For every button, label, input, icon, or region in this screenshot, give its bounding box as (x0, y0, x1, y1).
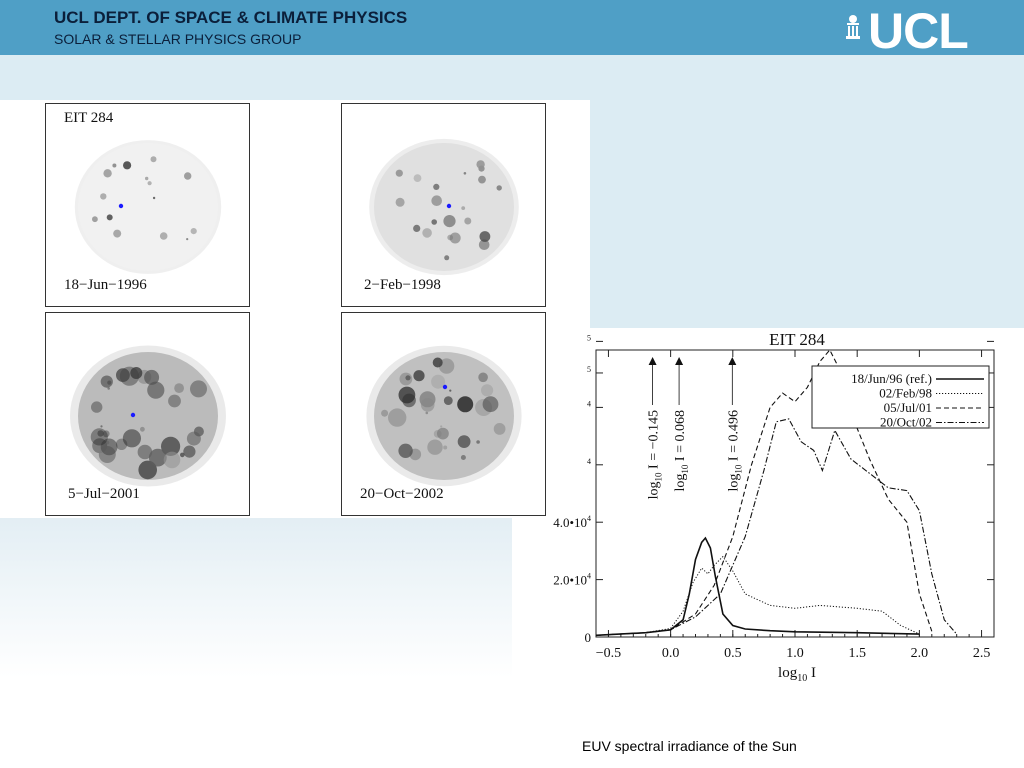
x-tick-label: 2.0 (911, 646, 929, 661)
series-line (595, 418, 958, 636)
header-bar: UCL DEPT. OF SPACE & CLIMATE PHYSICS SOL… (0, 0, 1024, 59)
series-line (595, 536, 920, 637)
x-tick-label: 1.0 (786, 646, 804, 661)
sun-disk-image (70, 345, 226, 487)
portico-building-icon (846, 15, 860, 39)
decorative-panel (590, 100, 1024, 328)
image-date-label: 2−Feb−1998 (364, 277, 441, 293)
x-tick-label: 1.5 (848, 646, 866, 661)
x-axis-label: log10 I (778, 665, 816, 684)
image-date-label: 18−Jun−1996 (64, 277, 147, 293)
header-band (0, 55, 1024, 100)
x-tick-label: 0.5 (724, 646, 742, 661)
eit-image-panel: 20−Oct−2002 (341, 312, 546, 516)
x-tick-label: 0.0 (662, 646, 680, 661)
marker-arrow (648, 357, 657, 365)
sun-disk-image (369, 138, 519, 276)
group-subtitle: SOLAR & STELLAR PHYSICS GROUP (54, 31, 302, 47)
image-date-label: 5−Jul−2001 (68, 486, 140, 502)
legend: 18/Jun/96 (ref.)02/Feb/9805/Jul/0120/Oct… (811, 365, 990, 430)
y-tick-label: 4 (587, 399, 591, 408)
chart-title: EIT 284 (769, 330, 825, 349)
decorative-band (0, 518, 512, 678)
sun-disk-image (366, 345, 522, 487)
marker-label: log10 I = 0.068 (673, 410, 690, 491)
eit-image-panel: 2−Feb−1998 (341, 103, 546, 307)
y-tick-label: 5 (587, 365, 591, 374)
irradiance-chart: EIT 284 −0.5 0.0 0.5 1.0 1.5 2.0 2.5 0 2.0•104 4.… (553, 330, 995, 684)
marker-label: log10 I = 0.496 (726, 410, 743, 491)
image-date-label: 20−Oct−2002 (360, 486, 444, 502)
figure-caption: EUV spectral irradiance of the Sun (582, 738, 797, 754)
series-line (595, 349, 933, 636)
eit-image-panel: 5−Jul−2001 (45, 312, 250, 516)
legend-entry: 20/Oct/02 (880, 415, 932, 430)
y-tick-label: 4 (587, 457, 591, 466)
ucl-logo: UCL (868, 3, 969, 59)
x-tick-label: −0.5 (596, 646, 621, 661)
instrument-label: EIT 284 (64, 110, 114, 126)
sun-disk-image (74, 140, 222, 274)
legend-entry: 18/Jun/96 (ref.) (851, 371, 932, 386)
legend-entry: 02/Feb/98 (879, 386, 932, 401)
department-title: UCL DEPT. OF SPACE & CLIMATE PHYSICS (54, 8, 408, 27)
y-tick-label: 5 (587, 333, 591, 342)
y-tick-label: 4.0•104 (553, 514, 591, 530)
y-tick-label: 2.0•104 (553, 572, 591, 588)
legend-box (811, 365, 990, 429)
eit-image-panel: EIT 284 18−Jun−1996 (45, 103, 250, 307)
x-tick-label: 2.5 (973, 646, 991, 661)
marker-arrow (675, 357, 684, 365)
series-line (595, 555, 920, 636)
legend-entry: 05/Jul/01 (884, 400, 932, 415)
marker-label: log10 I = −0.145 (647, 410, 664, 499)
marker-arrow (728, 357, 737, 365)
y-tick-label: 0 (585, 630, 592, 645)
